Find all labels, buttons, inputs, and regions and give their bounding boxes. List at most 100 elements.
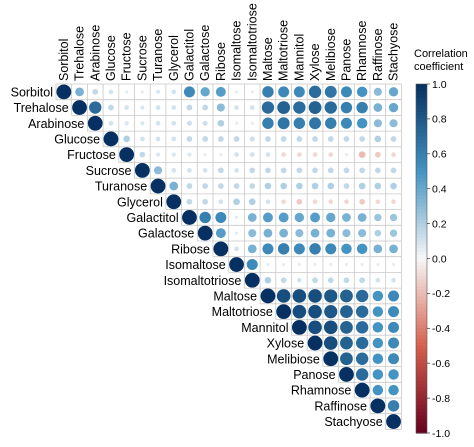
row-label-ribose: Ribose xyxy=(171,242,210,256)
circle-isomaltotriose-raffinose xyxy=(375,277,381,283)
circle-glucose-fructose xyxy=(123,135,130,143)
colorbar-segment xyxy=(416,408,427,413)
circle-turanose-mannitol xyxy=(296,182,303,190)
circle-arabinose-glucose xyxy=(108,120,114,126)
circle-sucrose-sucrose xyxy=(134,162,150,178)
colorbar-segment xyxy=(416,275,427,281)
circle-trehalose-sucrose xyxy=(140,105,145,110)
colorbar-segment xyxy=(416,94,427,99)
circle-rhamnose-rhamnose xyxy=(354,382,370,398)
circle-arabinose-raffinose xyxy=(373,119,382,128)
colorbar-segment xyxy=(416,415,427,420)
colorbar-segment xyxy=(416,125,427,130)
circle-isomaltose-panose xyxy=(344,262,349,267)
column-label-sorbitol: Sorbitol xyxy=(57,39,71,81)
circle-isomaltotriose-isomaltotriose xyxy=(244,272,260,288)
circle-galactose-xylose xyxy=(310,228,320,238)
circle-fructose-panose xyxy=(344,153,349,157)
colorbar-segment xyxy=(416,132,427,137)
circle-mannitol-mannitol xyxy=(291,319,307,335)
circle-arabinose-isomaltotriose xyxy=(250,121,254,125)
colorbar-segment xyxy=(416,122,427,127)
colorbar-segment xyxy=(416,223,427,228)
circle-sorbitol-glycerol xyxy=(171,89,177,95)
column-label-glycerol: Glycerol xyxy=(167,35,181,81)
circle-isomaltose-mannitol xyxy=(297,262,301,267)
circle-sucrose-isomaltotriose xyxy=(249,167,256,174)
circle-galactitol-galactitol xyxy=(182,210,197,225)
circle-maltose-maltotriose xyxy=(276,289,291,303)
circle-galactose-raffinose xyxy=(374,229,382,237)
circle-arabinose-fructose xyxy=(124,121,129,126)
circle-trehalose-isomaltose xyxy=(234,105,239,110)
colorbar-segment xyxy=(416,129,427,134)
circle-fructose-melibiose xyxy=(328,152,334,157)
circle-arabinose-ribose xyxy=(217,119,225,127)
circle-isomaltose-isomaltotriose xyxy=(246,259,258,271)
circle-sorbitol-melibiose xyxy=(324,85,337,98)
circle-raffinose-stachyose xyxy=(387,400,400,412)
row-label-glycerol: Glycerol xyxy=(117,195,163,209)
circle-ribose-xylose xyxy=(309,243,321,255)
column-label-trehalose: Trehalose xyxy=(73,26,87,81)
colorbar-tick-label: 0.0 xyxy=(432,253,447,265)
circle-sorbitol-xylose xyxy=(308,85,322,99)
colorbar-segment xyxy=(416,398,427,403)
colorbar-segment xyxy=(416,310,427,315)
circle-glucose-rhamnose xyxy=(359,136,366,142)
circle-sorbitol-fructose xyxy=(125,90,129,94)
row-label-rhamnose: Rhamnose xyxy=(291,384,351,398)
circle-maltose-stachyose xyxy=(388,290,400,302)
circle-fructose-glycerol xyxy=(171,152,176,157)
circle-turanose-raffinose xyxy=(374,182,382,190)
colorbar-segment xyxy=(416,199,427,204)
circle-trehalose-melibiose xyxy=(324,101,337,114)
colorbar-segment xyxy=(416,167,427,172)
colorbar-segment xyxy=(416,174,427,179)
circle-glycerol-raffinose xyxy=(375,199,381,205)
circle-glycerol-ribose xyxy=(218,199,224,205)
circle-mannitol-rhamnose xyxy=(355,321,369,334)
colorbar-segment xyxy=(416,401,427,406)
colorbar-segment xyxy=(416,370,427,375)
circle-sorbitol-mannitol xyxy=(293,86,305,98)
colorbar-title-line-1: Correlation xyxy=(414,48,468,60)
row-label-glucose: Glucose xyxy=(54,132,100,146)
circle-xylose-stachyose xyxy=(388,337,400,349)
circle-melibiose-panose xyxy=(340,352,353,366)
colorbar-segment xyxy=(416,157,427,162)
colorbar-segment xyxy=(416,234,427,239)
circle-isomaltose-maltotriose xyxy=(282,262,286,267)
circle-turanose-maltotriose xyxy=(280,182,287,190)
circle-isomaltose-rhamnose xyxy=(360,262,364,267)
circle-xylose-panose xyxy=(340,336,353,350)
colorbar-segment xyxy=(416,90,427,96)
colorbar-segment xyxy=(416,317,427,322)
colorbar-segment xyxy=(416,164,427,169)
circle-glycerol-maltotriose xyxy=(281,199,286,205)
circle-turanose-rhamnose xyxy=(358,182,366,190)
colorbar-segment xyxy=(416,265,427,270)
circle-galactitol-stachyose xyxy=(389,213,398,222)
circle-sucrose-xylose xyxy=(312,167,318,174)
circle-galactose-ribose xyxy=(215,228,226,239)
column-label-isomaltose: Isomaltose xyxy=(230,21,244,81)
colorbar-segment xyxy=(416,373,427,378)
circle-arabinose-galactitol xyxy=(186,120,193,126)
circle-glucose-isomaltotriose xyxy=(249,136,255,142)
circle-maltotriose-xylose xyxy=(308,304,322,319)
colorbar-segment xyxy=(416,384,427,389)
circle-fructose-maltose xyxy=(265,152,271,157)
circle-galactitol-rhamnose xyxy=(357,213,367,222)
circle-ribose-isomaltose xyxy=(234,246,239,252)
colorbar-segment xyxy=(416,268,427,274)
colorbar-segment xyxy=(416,405,427,410)
colorbar-segment xyxy=(416,87,427,92)
circle-sorbitol-raffinose xyxy=(373,87,382,96)
circle-glucose-panose xyxy=(343,136,350,142)
colorbar-segment xyxy=(416,220,427,225)
colorbar-segment xyxy=(416,380,427,385)
circle-glucose-galactose xyxy=(202,136,209,142)
circle-isomaltotriose-melibiose xyxy=(327,277,334,284)
matrix-grid xyxy=(55,83,402,430)
